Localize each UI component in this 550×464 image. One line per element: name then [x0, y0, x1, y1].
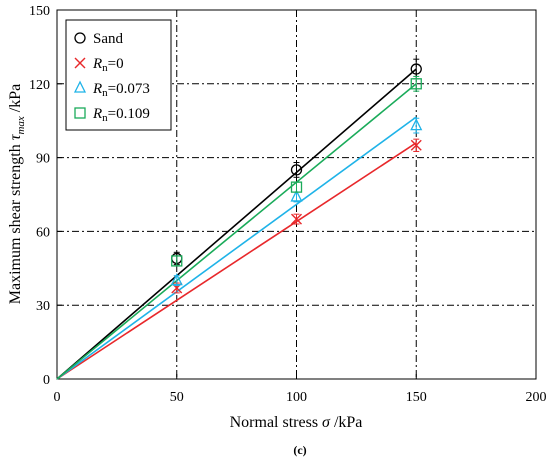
x-tick-label: 200 [526, 390, 547, 405]
legend-label: Rn=0.073 [92, 81, 150, 99]
data-points [170, 58, 423, 294]
legend-marker [74, 57, 86, 69]
x-tick-label: 100 [286, 390, 307, 405]
data-point [410, 139, 422, 151]
data-point-stroke [291, 213, 302, 225]
data-point [290, 164, 303, 176]
fit-lines [56, 68, 417, 380]
y-tick-label: 150 [29, 4, 50, 19]
fit-line [56, 116, 417, 380]
y-tick-label: 90 [36, 152, 50, 167]
y-tick-label: 0 [43, 373, 50, 388]
legend-marker-stroke [74, 57, 86, 69]
fit-line [56, 142, 417, 380]
data-point [410, 63, 422, 75]
x-axis-label: Normal stress σ /kPa [230, 414, 363, 431]
x-tick-label: 0 [54, 390, 61, 405]
legend-label: Rn=0 [92, 56, 124, 74]
y-tick-label: 120 [29, 78, 50, 93]
data-point-stroke [410, 139, 422, 151]
axis-ticks: 0 50 100 150 200 0 30 60 90 120 150 [29, 4, 547, 405]
data-point [170, 273, 183, 286]
y-axis-label: Maximum shear strength τmax /kPa [7, 84, 27, 304]
figure-caption: (c) [293, 443, 306, 457]
data-point [410, 118, 423, 131]
legend: Sand Rn=0 Rn=0.073 Rn=0.109 [65, 19, 172, 131]
data-point [410, 78, 422, 90]
legend-marker [73, 80, 87, 93]
data-point [291, 213, 302, 225]
y-tick-label: 60 [36, 225, 50, 240]
data-point [171, 255, 183, 267]
legend-marker [74, 32, 86, 44]
legend-label: Rn=0.109 [92, 106, 150, 124]
legend-marker [74, 107, 86, 119]
data-point [290, 189, 303, 202]
fit-line [56, 68, 417, 380]
x-tick-label: 150 [406, 390, 427, 405]
y-tick-label: 30 [36, 299, 50, 314]
fit-line [56, 83, 417, 380]
legend-label: Sand [93, 31, 124, 47]
data-point [290, 181, 303, 193]
legend-box [65, 19, 172, 131]
x-tick-label: 50 [170, 390, 184, 405]
